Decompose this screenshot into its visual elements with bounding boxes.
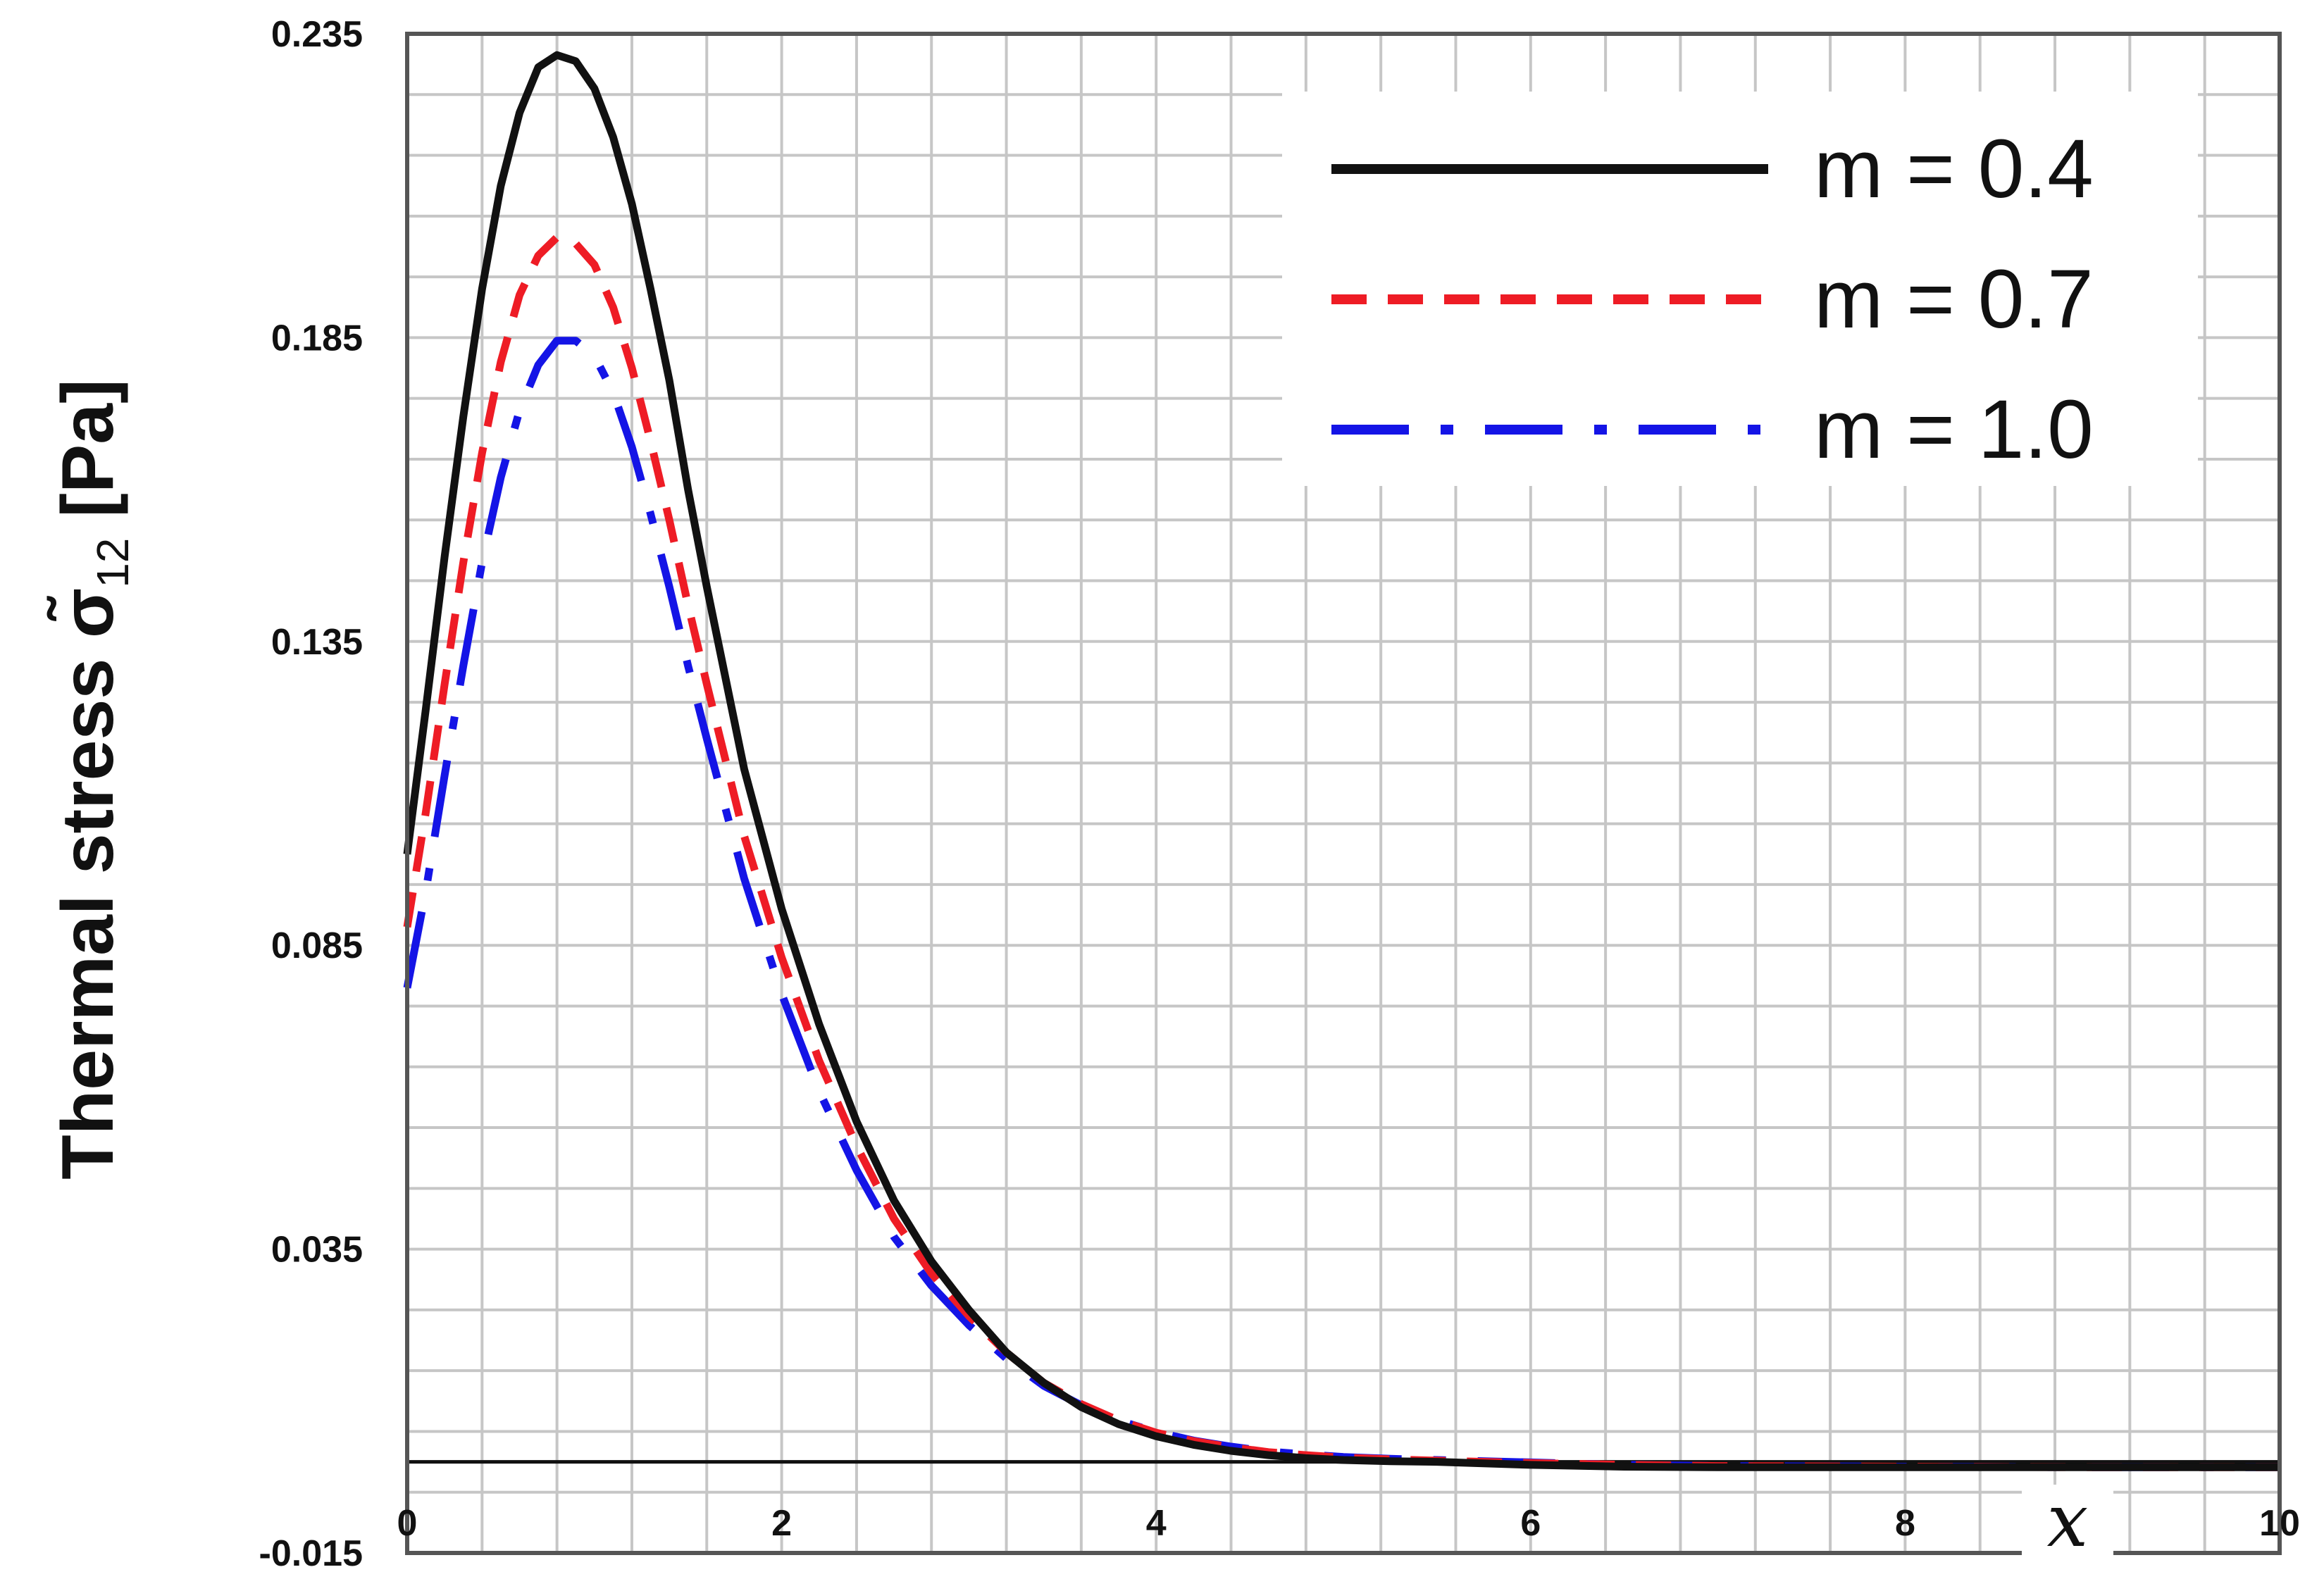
x-tick-label: 4 <box>1146 1503 1167 1544</box>
y-tick-label: 0.185 <box>271 318 363 358</box>
x-tick-label: 8 <box>1895 1503 1915 1544</box>
y-axis-label-symbol: σ̃ <box>46 588 129 638</box>
legend-label-0: m = 0.4 <box>1814 123 2094 216</box>
x-tick-label: 6 <box>1520 1503 1541 1544</box>
x-axis-label: x <box>2047 1478 2089 1564</box>
series-line-1 <box>403 233 2280 1471</box>
y-tick-label: 0.135 <box>271 622 363 663</box>
y-axis-label-subscript: 12 <box>87 538 138 588</box>
series-lines <box>403 51 2280 1471</box>
legend: m = 0.4 m = 0.7 m = 1.0 <box>1282 92 2198 486</box>
y-tick-label: -0.015 <box>259 1533 363 1574</box>
plot-frame <box>405 32 2282 1555</box>
series-line-0 <box>403 51 2280 1471</box>
y-tick-label: 0.235 <box>271 14 363 55</box>
x-tick-label: 2 <box>771 1503 792 1544</box>
x-tick-labels: 0 2 4 6 8 10 <box>397 1503 2300 1544</box>
legend-background <box>1282 92 2198 486</box>
y-tick-labels: -0.015 0.035 0.085 0.135 0.185 0.235 <box>259 14 363 1574</box>
y-axis-label: Thermal stress σ̃12 [Pa] <box>46 379 138 1180</box>
x-tick-label: 0 <box>397 1503 418 1544</box>
legend-label-1: m = 0.7 <box>1814 253 2094 346</box>
y-axis-label-prefix: Thermal stress <box>47 638 129 1180</box>
x-tick-label: 10 <box>2259 1503 2300 1544</box>
x-axis-label-background <box>2022 1485 2113 1566</box>
y-tick-label: 0.035 <box>271 1230 363 1271</box>
legend-label-2: m = 1.0 <box>1814 383 2094 476</box>
y-axis-label-unit: [Pa] <box>47 379 129 537</box>
y-tick-label: 0.085 <box>271 925 363 966</box>
